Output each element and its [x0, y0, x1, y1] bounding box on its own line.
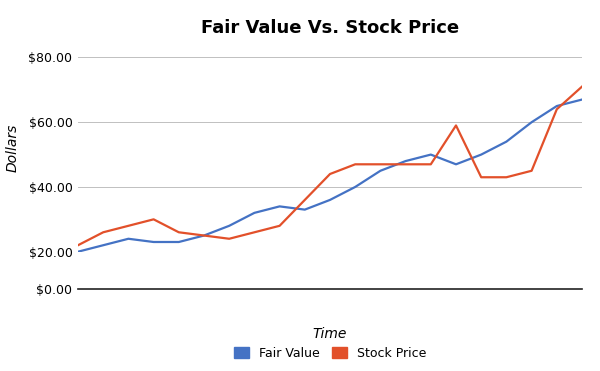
Stock Price — [150, 217, 157, 221]
Stock Price — [578, 84, 586, 89]
Fair Value — [301, 207, 308, 212]
Line: Fair Value: Fair Value — [78, 99, 582, 252]
Fair Value — [402, 159, 409, 163]
Stock Price — [100, 230, 107, 234]
Stock Price — [301, 198, 308, 202]
Stock Price — [125, 224, 132, 228]
Stock Price — [553, 107, 560, 112]
Fair Value — [251, 211, 258, 215]
Fair Value — [578, 97, 586, 102]
Text: Time: Time — [313, 327, 347, 341]
Fair Value — [326, 198, 334, 202]
Stock Price — [326, 172, 334, 176]
Title: Fair Value Vs. Stock Price: Fair Value Vs. Stock Price — [201, 19, 459, 37]
Fair Value — [377, 168, 384, 173]
Fair Value — [427, 152, 434, 157]
Stock Price — [528, 168, 535, 173]
Fair Value — [74, 249, 82, 254]
Stock Price — [478, 175, 485, 180]
Fair Value — [553, 104, 560, 108]
Fair Value — [478, 152, 485, 157]
Stock Price — [352, 162, 359, 167]
Fair Value — [100, 243, 107, 247]
Stock Price — [276, 224, 283, 228]
Stock Price — [402, 162, 409, 167]
Legend: Fair Value, Stock Price: Fair Value, Stock Price — [229, 342, 431, 365]
Stock Price — [251, 230, 258, 234]
Stock Price — [175, 230, 182, 234]
Line: Stock Price: Stock Price — [78, 86, 582, 245]
Stock Price — [200, 233, 208, 238]
Fair Value — [452, 162, 460, 167]
Stock Price — [226, 237, 233, 241]
Fair Value — [503, 139, 510, 144]
Fair Value — [352, 185, 359, 189]
Stock Price — [503, 175, 510, 180]
Y-axis label: Dollars: Dollars — [6, 124, 20, 172]
Stock Price — [427, 162, 434, 167]
Stock Price — [377, 162, 384, 167]
Fair Value — [125, 237, 132, 241]
Fair Value — [226, 224, 233, 228]
Fair Value — [528, 120, 535, 124]
Stock Price — [74, 243, 82, 247]
Fair Value — [150, 240, 157, 244]
Stock Price — [452, 123, 460, 128]
Fair Value — [200, 233, 208, 238]
Fair Value — [276, 204, 283, 209]
Fair Value — [175, 240, 182, 244]
